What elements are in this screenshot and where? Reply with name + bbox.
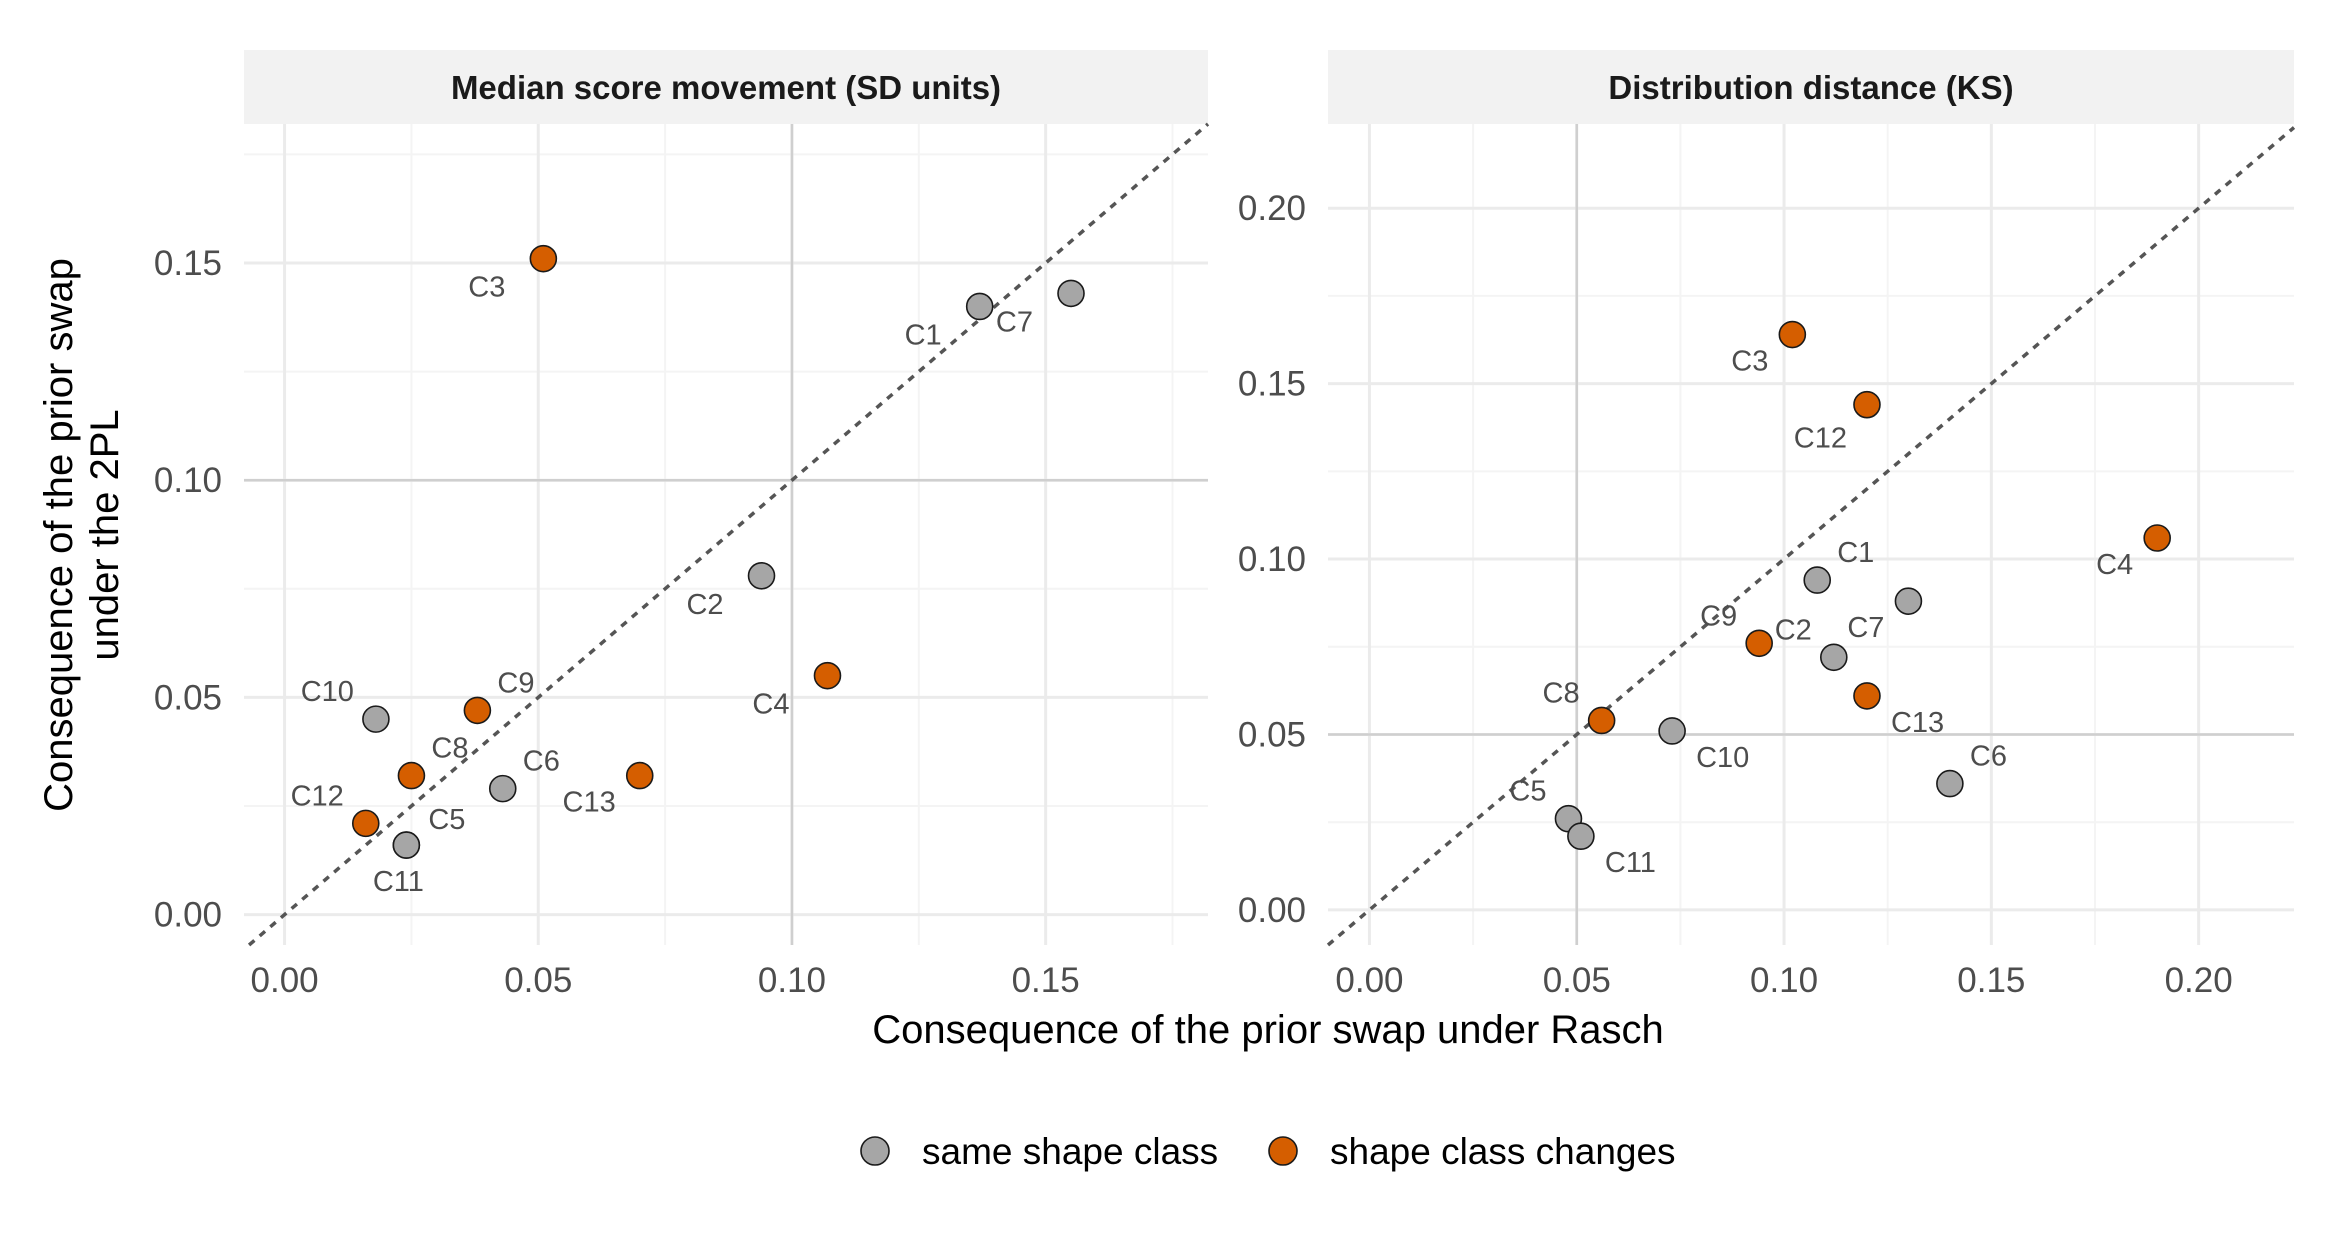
- y-tick-label: 0.00: [1238, 891, 1306, 930]
- point-label-c4: C4: [752, 689, 789, 721]
- x-tick-label: 0.20: [2165, 961, 2233, 1000]
- data-point-c9: [1745, 629, 1773, 658]
- panel-1: Median score movement (SD units) 0.00 0.05…: [154, 50, 1210, 1000]
- point-label-c2: C2: [1775, 614, 1812, 646]
- panel-2: Distribution distance (KS) 0.00 0.05 0.10 0.…: [1238, 50, 2296, 1000]
- data-point-c7: [1894, 587, 1923, 615]
- y-tick-label: 0.00: [154, 896, 222, 935]
- x-tick-label: 0.05: [504, 961, 572, 1000]
- data-point-c13: [1853, 682, 1881, 710]
- data-point-c10: [362, 705, 390, 733]
- point-label-c1: C1: [1837, 537, 1874, 569]
- panel-strip: [1328, 50, 2294, 124]
- data-point-c10: [1658, 717, 1686, 745]
- panel-strip: [244, 50, 1208, 124]
- y-tick-label: 0.15: [154, 244, 222, 283]
- point-label-c2: C2: [686, 589, 723, 621]
- x-axis-title: Consequence of the prior swap under Rasc…: [872, 1008, 1664, 1052]
- legend-label-changes: shape class changes: [1330, 1131, 1676, 1172]
- data-point-c6: [1936, 769, 1964, 798]
- data-point-c2: [747, 561, 776, 590]
- point-label-c10: C10: [301, 676, 354, 708]
- y-tick-label: 0.05: [154, 678, 222, 717]
- panel-title: Median score movement (SD units): [451, 69, 1001, 106]
- legend-key-changes: [1268, 1136, 1298, 1166]
- point-label-c11: C11: [1605, 847, 1656, 879]
- point-label-c3: C3: [468, 272, 505, 304]
- x-tick-label: 0.10: [758, 961, 826, 1000]
- data-point-c11: [1567, 822, 1595, 851]
- point-label-c5: C5: [428, 804, 465, 836]
- y-tick-label: 0.10: [154, 461, 222, 500]
- point-label-c13: C13: [563, 787, 616, 819]
- data-point-c12: [1853, 390, 1881, 419]
- y-tick-label: 0.20: [1238, 189, 1306, 228]
- legend-key-same: [860, 1136, 890, 1166]
- point-label-c6: C6: [1970, 741, 2007, 773]
- x-tick-label: 0.15: [1012, 961, 1080, 1000]
- y-tick-label: 0.05: [1238, 715, 1306, 754]
- identity-line: [247, 122, 1210, 947]
- legend-label-same: same shape class: [922, 1131, 1218, 1172]
- y-axis-title-line: Consequence of the prior swap: [37, 258, 81, 812]
- data-point-c6: [488, 774, 517, 803]
- panel-title: Distribution distance (KS): [1608, 69, 2013, 106]
- data-point-c1: [965, 292, 994, 321]
- y-tick-label: 0.10: [1238, 540, 1306, 579]
- point-label-c5: C5: [1509, 776, 1546, 808]
- point-label-c10: C10: [1696, 742, 1749, 774]
- data-point-c13: [625, 761, 654, 790]
- data-point-c8: [397, 761, 426, 790]
- y-axis-title-line: under the 2PL: [83, 409, 127, 660]
- point-label-c1: C1: [905, 319, 942, 351]
- data-point-c12: [351, 809, 380, 838]
- x-tick-label: 0.10: [1750, 961, 1818, 1000]
- legend: same shape class shape class changes: [860, 1131, 1676, 1172]
- point-label-c9: C9: [1700, 600, 1737, 632]
- data-point-c3: [529, 244, 558, 273]
- point-label-c8: C8: [431, 733, 468, 765]
- identity-line: [1326, 126, 2296, 947]
- y-tick-label: 0.15: [1238, 365, 1306, 404]
- data-point-c1: [1803, 566, 1832, 594]
- data-point-c2: [1820, 643, 1848, 672]
- x-tick-label: 0.00: [1335, 961, 1403, 1000]
- point-label-c13: C13: [1891, 707, 1944, 739]
- point-label-c11: C11: [373, 866, 424, 898]
- x-tick-label: 0.15: [1957, 961, 2025, 1000]
- point-label-c3: C3: [1731, 346, 1768, 378]
- data-point-c8: [1587, 706, 1616, 735]
- point-label-c12: C12: [291, 780, 344, 812]
- x-tick-label: 0.05: [1543, 961, 1611, 1000]
- point-label-c4: C4: [2096, 549, 2133, 581]
- data-point-c7: [1057, 279, 1085, 308]
- point-label-c9: C9: [497, 667, 534, 699]
- y-axis-title: Consequence of the prior swapunder the 2…: [37, 258, 127, 812]
- point-label-c7: C7: [996, 306, 1033, 338]
- point-label-c8: C8: [1543, 677, 1580, 709]
- x-tick-label: 0.00: [251, 961, 319, 1000]
- point-label-c6: C6: [523, 746, 560, 778]
- data-point-c9: [463, 696, 492, 725]
- point-label-c12: C12: [1794, 423, 1847, 455]
- data-point-c11: [392, 831, 421, 859]
- data-point-c4: [2143, 524, 2171, 552]
- point-label-c7: C7: [1847, 612, 1884, 644]
- data-point-c4: [813, 661, 842, 690]
- data-point-c3: [1778, 320, 1807, 349]
